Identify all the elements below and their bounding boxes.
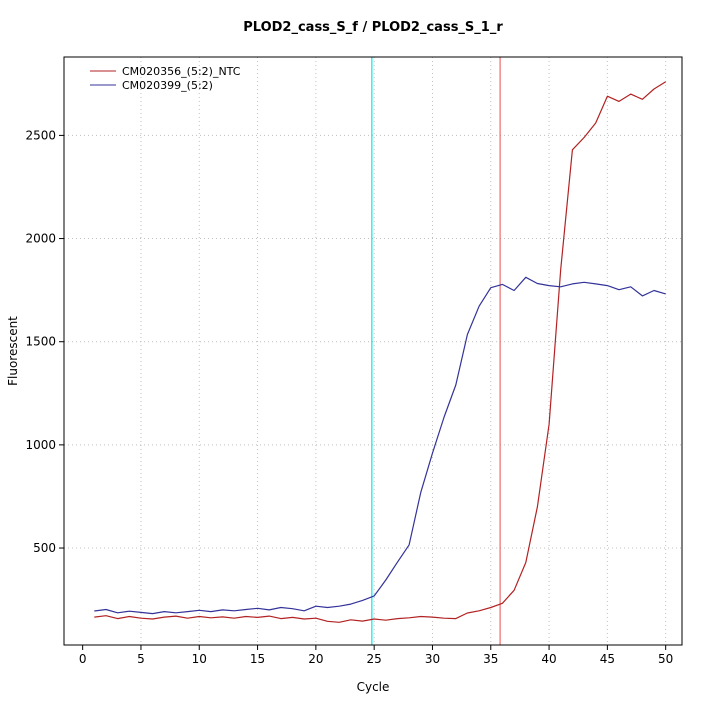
x-axis-label: Cycle — [357, 680, 390, 694]
series-layer — [94, 81, 667, 623]
x-tick-label: 0 — [79, 652, 87, 666]
y-axis-label: Fluorescent — [6, 316, 20, 386]
grid-layer — [64, 57, 682, 645]
legend-label-sample: CM020399_(5:2) — [122, 79, 213, 92]
x-tick-label: 5 — [137, 652, 145, 666]
threshold-lines-layer — [371, 57, 501, 645]
y-tick-label: 1500 — [25, 335, 56, 349]
x-tick-label: 40 — [541, 652, 556, 666]
x-tick-label: 35 — [483, 652, 498, 666]
x-tick-label: 10 — [192, 652, 207, 666]
x-tick-label: 45 — [600, 652, 615, 666]
y-tick-label: 1000 — [25, 438, 56, 452]
x-tick-label: 15 — [250, 652, 265, 666]
y-tick-label: 2500 — [25, 128, 56, 142]
tick-layer: 0 5 10 15 20 25 30 35 40 45 50 500 1000 1500 2000 2500 — [25, 128, 673, 666]
x-tick-label: 30 — [425, 652, 440, 666]
x-tick-label: 50 — [658, 652, 673, 666]
x-tick-label: 20 — [308, 652, 323, 666]
legend: CM020356_(5:2)_NTC CM020399_(5:2) — [90, 65, 241, 92]
x-tick-label: 25 — [367, 652, 382, 666]
legend-label-ntc: CM020356_(5:2)_NTC — [122, 65, 241, 78]
series-line-CM020399_(5:2) — [94, 276, 666, 615]
y-tick-label: 2000 — [25, 232, 56, 246]
y-tick-label: 500 — [33, 541, 56, 555]
chart-title: PLOD2_cass_S_f / PLOD2_cass_S_1_r — [243, 20, 503, 35]
plot-border — [63, 56, 683, 646]
series-line-CM020356_(5:2)_NTC — [94, 81, 667, 623]
